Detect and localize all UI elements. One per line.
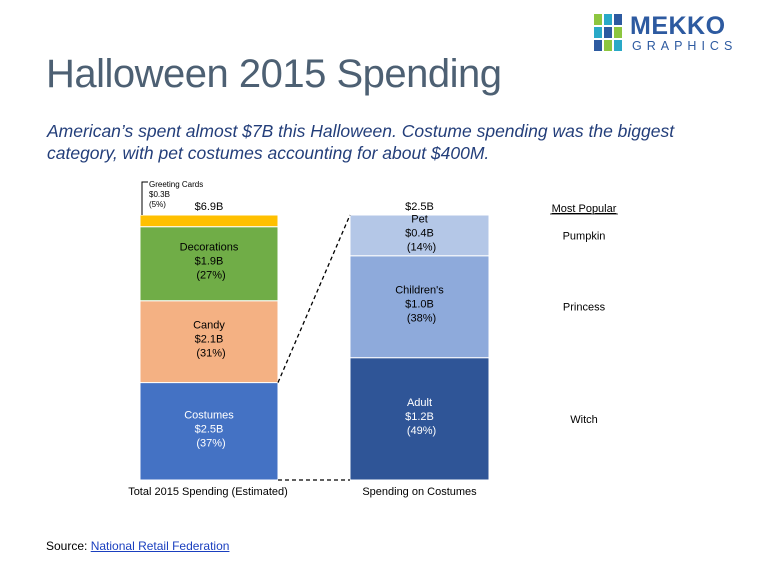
logo-word: MEKKO <box>630 12 726 40</box>
segment-percent-label: (31%) <box>196 348 225 360</box>
bar-segment-costumes <box>139 382 279 481</box>
segment-name-label: Pet <box>411 213 428 225</box>
segment-percent-label: (38%) <box>407 313 436 325</box>
source-label: Source: <box>46 539 91 553</box>
bar-segment-children-s <box>349 255 490 359</box>
segment-name-label: Adult <box>407 397 432 409</box>
bar-segment-greeting-cards <box>139 214 279 228</box>
segment-name-label: Candy <box>193 320 225 332</box>
callout-percent-label: (5%) <box>149 200 166 209</box>
segment-value-label: $1.2B <box>405 411 434 423</box>
segment-name-label: Costumes <box>184 409 234 421</box>
logo-square <box>594 14 602 25</box>
segment-value-label: $1.9B <box>195 256 224 268</box>
bar-segment-decorations <box>139 226 279 302</box>
connector-line-top <box>277 214 351 383</box>
most-popular-item: Pumpkin <box>563 230 606 242</box>
segment-percent-label: (27%) <box>196 270 225 282</box>
logo-square <box>594 40 602 51</box>
bar-total-label: $6.9B <box>195 201 224 213</box>
logo-square <box>604 27 612 38</box>
bar-segment-adult <box>349 357 490 481</box>
mekko-graphics-logo: MEKKO GRAPHICS <box>594 12 754 53</box>
logo-square <box>614 14 622 25</box>
bar-segment-candy <box>139 300 279 384</box>
segment-value-label: $2.5B <box>195 423 224 435</box>
segment-value-label: $0.4B <box>405 227 434 239</box>
segment-value-label: $2.1B <box>195 334 224 346</box>
bar-axis-label: Total 2015 Spending (Estimated) <box>128 486 288 498</box>
bar-total-label: $2.5B <box>405 201 434 213</box>
most-popular-item: Witch <box>570 414 598 426</box>
bar-axis-label: Spending on Costumes <box>362 486 477 498</box>
logo-square <box>614 27 622 38</box>
logo-square <box>604 14 612 25</box>
callout-name-label: Greeting Cards <box>149 180 203 189</box>
logo-square <box>614 40 622 51</box>
bar-segment-pet <box>349 214 490 257</box>
page-title: Halloween 2015 Spending <box>46 52 502 96</box>
segment-value-label: $1.0B <box>405 299 434 311</box>
callout-value-label: $0.3B <box>149 190 170 199</box>
source-note: Source: National Retail Federation <box>46 539 229 553</box>
logo-subword: GRAPHICS <box>632 39 738 53</box>
most-popular-header: Most Popular <box>552 203 617 215</box>
logo-square <box>594 27 602 38</box>
segment-name-label: Children's <box>395 285 444 297</box>
logo-square <box>604 40 612 51</box>
most-popular-item: Princess <box>563 302 606 314</box>
segment-percent-label: (49%) <box>407 425 436 437</box>
segment-name-label: Decorations <box>180 242 239 254</box>
callout-leader-line <box>141 181 148 215</box>
segment-percent-label: (37%) <box>196 437 225 449</box>
page-subtitle: American’s spent almost $7B this Hallowe… <box>47 121 675 163</box>
source-link[interactable]: National Retail Federation <box>90 539 230 553</box>
segment-percent-label: (14%) <box>407 241 436 253</box>
